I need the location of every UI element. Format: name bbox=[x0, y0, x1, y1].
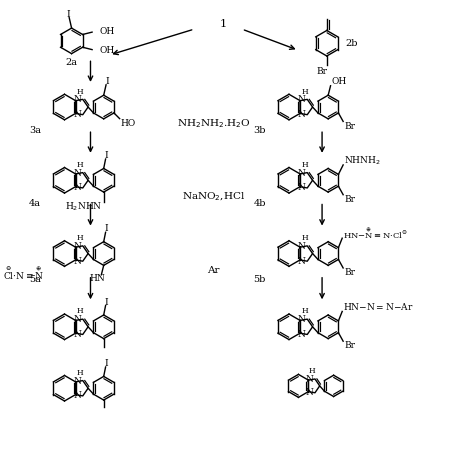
Text: N: N bbox=[298, 183, 305, 192]
Text: N: N bbox=[298, 169, 305, 178]
Text: N: N bbox=[73, 257, 81, 266]
Text: N: N bbox=[298, 110, 305, 119]
Text: H: H bbox=[77, 234, 83, 242]
Text: H: H bbox=[301, 88, 308, 96]
Text: I: I bbox=[105, 77, 109, 86]
Text: I: I bbox=[105, 151, 109, 160]
Text: N: N bbox=[73, 95, 81, 104]
Text: I: I bbox=[105, 359, 109, 368]
Text: 5b: 5b bbox=[254, 275, 266, 284]
Text: $\mathregular{\overset{\ominus}{Cl}}$$\cdot$N$\equiv$$\mathregular{\overset{\opl: $\mathregular{\overset{\ominus}{Cl}}$$\c… bbox=[3, 264, 44, 282]
Text: H: H bbox=[77, 161, 83, 169]
Text: Br: Br bbox=[344, 195, 355, 204]
Text: 2b: 2b bbox=[345, 39, 358, 48]
Text: 4b: 4b bbox=[254, 200, 266, 209]
Text: N: N bbox=[73, 242, 81, 251]
Text: N: N bbox=[305, 375, 313, 384]
Text: H: H bbox=[301, 161, 308, 169]
Text: Ar: Ar bbox=[207, 265, 219, 274]
Text: N: N bbox=[298, 315, 305, 324]
Text: N: N bbox=[73, 376, 81, 385]
Text: 2a: 2a bbox=[65, 58, 78, 67]
Text: HN$-$N$=$N$-$Ar: HN$-$N$=$N$-$Ar bbox=[343, 301, 413, 312]
Text: 5a: 5a bbox=[29, 275, 41, 284]
Text: Br: Br bbox=[344, 341, 355, 350]
Text: NaNO$_2$,HCl: NaNO$_2$,HCl bbox=[182, 191, 245, 203]
Text: H: H bbox=[301, 234, 308, 242]
Text: N: N bbox=[298, 257, 305, 266]
Text: N: N bbox=[73, 183, 81, 192]
Text: H: H bbox=[301, 307, 308, 315]
Text: H$_2$NHN: H$_2$NHN bbox=[65, 200, 103, 212]
Text: I: I bbox=[105, 298, 109, 307]
Text: N: N bbox=[298, 95, 305, 104]
Text: 1: 1 bbox=[219, 19, 227, 29]
Text: HO: HO bbox=[120, 119, 136, 128]
Text: NH$_2$NH$_2$.H$_2$O: NH$_2$NH$_2$.H$_2$O bbox=[177, 117, 250, 130]
Text: 4a: 4a bbox=[29, 200, 41, 209]
Text: Br: Br bbox=[344, 122, 355, 131]
Text: HN: HN bbox=[90, 274, 105, 283]
Text: N: N bbox=[73, 169, 81, 178]
Text: OH: OH bbox=[331, 77, 347, 86]
Text: N: N bbox=[305, 388, 313, 397]
Text: N: N bbox=[298, 330, 305, 339]
Text: H: H bbox=[77, 307, 83, 315]
Text: I: I bbox=[105, 225, 109, 234]
Text: N: N bbox=[73, 330, 81, 339]
Text: NHNH$_2$: NHNH$_2$ bbox=[344, 155, 381, 167]
Text: I: I bbox=[66, 10, 70, 19]
Text: N: N bbox=[73, 392, 81, 401]
Text: N: N bbox=[73, 315, 81, 324]
Text: 3b: 3b bbox=[254, 126, 266, 135]
Text: OH: OH bbox=[99, 27, 114, 36]
Text: 3a: 3a bbox=[29, 126, 41, 135]
Text: H: H bbox=[77, 88, 83, 96]
Text: Br: Br bbox=[344, 268, 355, 277]
Text: H: H bbox=[309, 367, 316, 375]
Text: Br: Br bbox=[317, 67, 328, 76]
Text: N: N bbox=[298, 242, 305, 251]
Text: HN$-$$\mathregular{\overset{\oplus}{N}}$$\equiv$N$\cdot$Cl$^{\ominus}$: HN$-$$\mathregular{\overset{\oplus}{N}}$… bbox=[343, 226, 408, 241]
Text: OH: OH bbox=[99, 46, 114, 55]
Text: N: N bbox=[73, 110, 81, 119]
Text: H: H bbox=[77, 369, 83, 377]
